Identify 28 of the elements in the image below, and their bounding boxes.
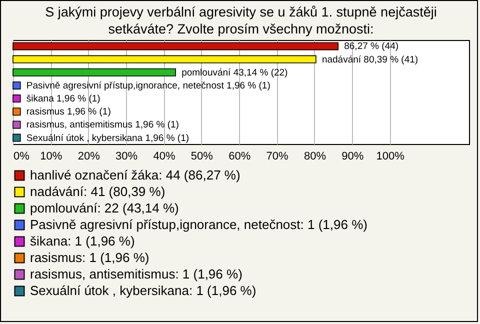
legend-label: hanlivé označení žáka: 44 (86,27 %) bbox=[30, 168, 240, 182]
x-tick-label: 40% bbox=[153, 150, 176, 162]
data-label: pomlouvání 43,14 % (22) bbox=[182, 67, 288, 78]
data-label: 86,27 % (44) bbox=[344, 41, 399, 52]
legend-label: rasismus: 1 (1,96 %) bbox=[30, 250, 150, 265]
x-tick-label: 90% bbox=[342, 150, 364, 162]
x-tick-label: 50% bbox=[190, 150, 214, 162]
legend-label: rasismus, antisemitismus: 1 (1,96 %) bbox=[30, 266, 242, 282]
data-label: rasismus 1,96 % (1) bbox=[26, 106, 111, 118]
x-tick-label: 70% bbox=[266, 150, 289, 162]
legend-label: Pasivně agresivní přístup,ignorance, netečnost: 1 (1,96 %) bbox=[30, 217, 368, 232]
legend-label: Sexuální útok , kybersikana: 1 (1,96 %) bbox=[30, 283, 256, 298]
legend-label: šikana: 1 (1,96 %) bbox=[30, 234, 135, 248]
data-label: Pasivně agresivní přístup,ignorance, netečnost 1,96 % (1) bbox=[26, 80, 270, 92]
x-tick-label: 30% bbox=[116, 150, 138, 162]
data-label: rasismus, antisemitismus 1,96 % (1) bbox=[26, 120, 179, 131]
legend-label: pomlouvání: 22 (43,14 %) bbox=[30, 200, 179, 216]
data-label: šikana 1,96 % (1) bbox=[26, 94, 100, 105]
chart-title: S jakými projevy verbální agresivity se u žáků 1. stupně nejčastěji setkáváte? Zvolte prosím všechny možnosti: bbox=[45, 4, 437, 36]
x-tick-label: 80% bbox=[304, 150, 326, 162]
x-tick-label: 60% bbox=[228, 150, 251, 162]
data-label: Sexuální útok , kybersikana 1,96 % (1) bbox=[26, 132, 190, 144]
x-tick-label: 10% bbox=[40, 150, 62, 162]
data-label: nadávání 80,39 % (41) bbox=[322, 54, 418, 66]
x-tick-label: 20% bbox=[78, 150, 100, 162]
legend-label: nadávání: 41 (80,39 %) bbox=[30, 184, 166, 199]
x-tick-label: 100% bbox=[376, 150, 405, 162]
x-tick-label: 0% bbox=[14, 150, 30, 162]
